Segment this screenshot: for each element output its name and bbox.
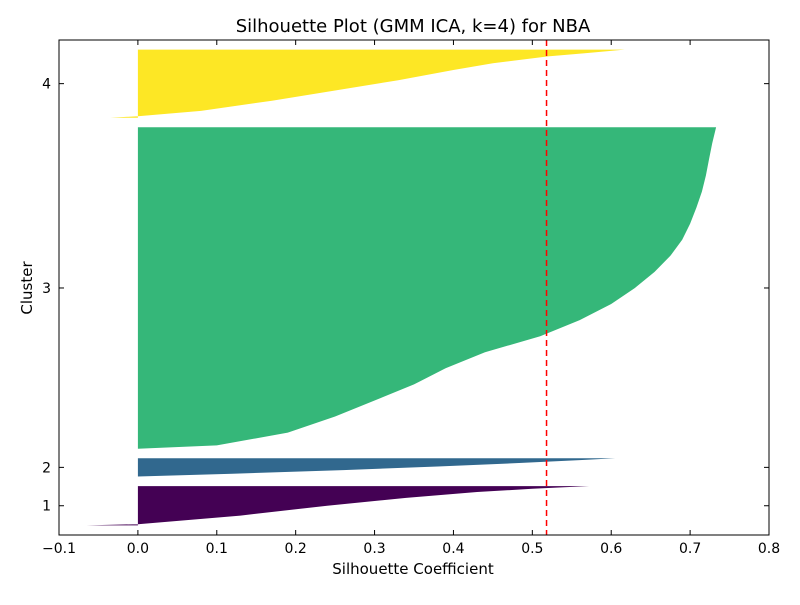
x-axis-label: Silhouette Coefficient [332,560,494,578]
chart-title: Silhouette Plot (GMM ICA, k=4) for NBA [236,16,591,37]
silhouette-cluster-1 [86,486,590,526]
plot-area: 1 2 3 4 −0.1 0.0 0.1 0.2 0.3 0.4 0.5 0.6 0.7 0.8 [42,39,780,557]
x-tick-label: 0.7 [679,541,701,557]
y-tick-label: 1 [42,499,51,515]
x-tick-label: 0.4 [442,541,464,557]
x-tick-label: 0.8 [758,541,780,557]
x-tick-label: 0.0 [127,541,149,557]
x-tick-label: 0.3 [363,541,385,557]
x-tick-label: 0.5 [521,541,543,557]
plot-frame [58,39,770,536]
x-tick-label: 0.6 [600,541,622,557]
x-tick-label: 0.2 [285,541,307,557]
y-tick-label: 3 [42,281,51,297]
silhouette-cluster-2 [137,458,616,477]
x-tick-label: −0.1 [42,541,76,557]
silhouette-cluster-3 [137,127,717,449]
y-tick-label: 2 [42,460,51,476]
x-tick-label: 0.1 [206,541,228,557]
y-tick-label: 4 [42,77,51,93]
silhouette-cluster-4 [110,49,625,118]
y-axis-label: Cluster [18,261,36,315]
